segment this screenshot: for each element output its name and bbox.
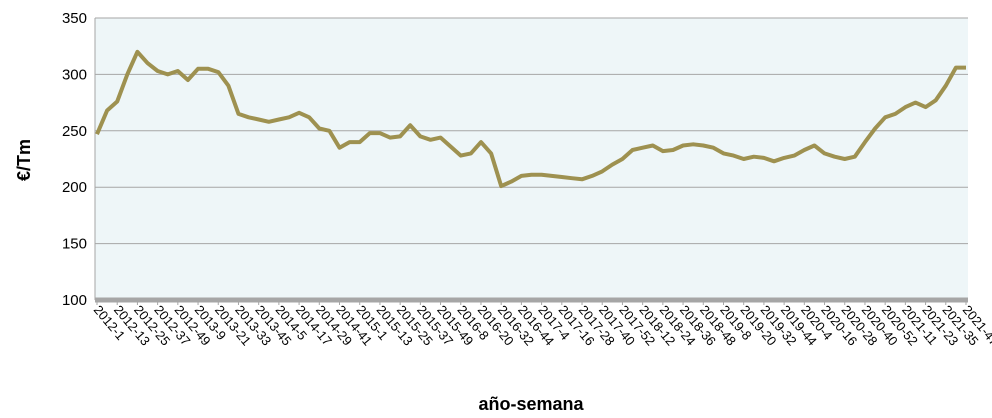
- y-tick-label: 100: [62, 292, 87, 309]
- y-tick-label: 150: [62, 236, 87, 253]
- y-axis-label: €/Tm: [14, 139, 34, 181]
- y-tick-label: 300: [62, 66, 87, 83]
- y-tick-label: 350: [62, 10, 87, 27]
- x-axis-label: año-semana: [478, 394, 584, 414]
- data-line: [95, 49, 966, 189]
- y-tick-label: 200: [62, 179, 87, 196]
- y-tick-label: 250: [62, 123, 87, 140]
- plot-area: [95, 18, 968, 300]
